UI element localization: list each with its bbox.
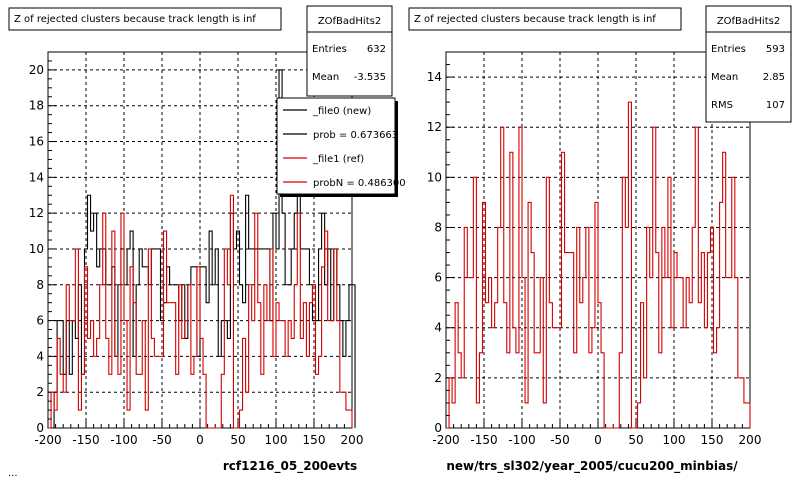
stats-value: 593 (766, 44, 785, 55)
x-tick-label: 150 (701, 433, 724, 447)
legend-box (276, 97, 396, 195)
footer-text: ... (8, 468, 18, 479)
chart-title: Z of rejected clusters because track len… (14, 14, 256, 25)
y-tick-label: 20 (29, 63, 44, 77)
y-tick-label: 10 (427, 170, 442, 184)
legend-label: probN = 0.486300 (313, 178, 406, 189)
stats-box (306, 5, 393, 97)
y-tick-label: 14 (427, 70, 442, 84)
stats-label: Mean (312, 72, 339, 83)
y-tick-label: 8 (36, 278, 44, 292)
chart-panel-1: -200 -150 -100 -50 0 50 100 150 200 0 2 4 6 8 10 12 14 16… (8, 5, 406, 474)
stats-label: RMS (711, 100, 733, 111)
stats-value: 632 (367, 44, 386, 55)
chart-title: Z of rejected clusters because track len… (414, 14, 656, 25)
title-box (408, 7, 682, 31)
stats-label: Entries (711, 44, 746, 55)
x-axis-label: new/trs_sl302/year_2005/cucu200_minbias/ (446, 459, 738, 474)
y-tick-label: 6 (434, 271, 442, 285)
x-tick-label: -50 (550, 433, 570, 447)
stats-label: Entries (312, 44, 347, 55)
stats-value: -3.535 (354, 72, 386, 83)
x-tick-label: 0 (594, 433, 602, 447)
y-tick-label: 12 (427, 120, 442, 134)
x-tick-label: 50 (230, 433, 245, 447)
stats-value: 107 (766, 100, 785, 111)
stats-name: ZOfBadHits2 (318, 16, 381, 27)
y-tick-label: 12 (29, 206, 44, 220)
x-tick-label: -150 (72, 433, 99, 447)
histogram-series-2 (48, 194, 353, 429)
legend-label: _file1 (ref) (312, 154, 364, 165)
stats-label: Mean (711, 72, 738, 83)
x-tick-label: -200 (432, 433, 459, 447)
legend-label: _file0 (new) (312, 106, 371, 117)
stats-value: 2.85 (763, 72, 785, 83)
x-tick-label: -100 (508, 433, 535, 447)
y-tick-label: 10 (29, 242, 44, 256)
stats-box (705, 5, 792, 123)
chart-panel-2: -200 -150 -100 -50 0 50 100 150 200 0 2 4 6 8 10 12 14 Z … (408, 5, 792, 474)
x-tick-label: -50 (152, 433, 172, 447)
title-box (8, 7, 282, 31)
x-tick-label: -200 (34, 433, 61, 447)
x-tick-label: 200 (341, 433, 364, 447)
y-tick-label: 18 (29, 99, 44, 113)
x-tick-label: 100 (663, 433, 686, 447)
x-tick-label: 50 (628, 433, 643, 447)
x-tick-label: -100 (110, 433, 137, 447)
y-tick-label: 4 (434, 321, 442, 335)
legend-label: prob = 0.673663 (313, 130, 398, 141)
x-axis-label: rcf1216_05_200evts (223, 459, 357, 474)
y-tick-label: 2 (434, 371, 442, 385)
y-tick-label: 8 (434, 220, 442, 234)
x-tick-label: 200 (739, 433, 762, 447)
y-tick-label: 16 (29, 135, 44, 149)
y-tick-label: 4 (36, 349, 44, 363)
y-tick-label: 0 (434, 421, 442, 435)
y-tick-label: 0 (36, 421, 44, 435)
histogram-series-1 (446, 101, 751, 429)
x-tick-label: 150 (303, 433, 326, 447)
x-tick-label: 100 (265, 433, 288, 447)
y-tick-label: 14 (29, 170, 44, 184)
y-tick-label: 2 (36, 385, 44, 399)
x-tick-label: -150 (470, 433, 497, 447)
x-tick-label: 0 (196, 433, 204, 447)
y-tick-label: 6 (36, 314, 44, 328)
stats-name: ZOfBadHits2 (717, 16, 780, 27)
